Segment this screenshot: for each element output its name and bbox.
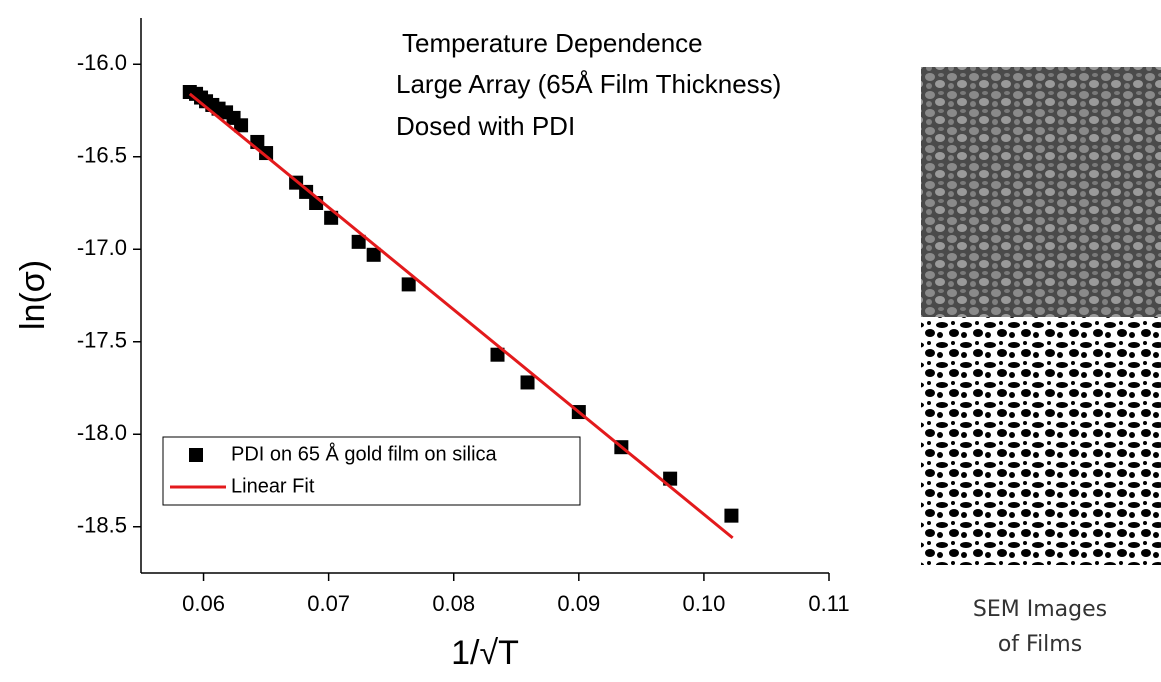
x-tick-label: 0.08: [432, 591, 475, 616]
x-tick-label: 0.10: [682, 591, 725, 616]
chart-title: Temperature Dependence: [402, 28, 703, 58]
data-point: [351, 234, 366, 249]
x-axis-label: 1/√T: [451, 634, 519, 672]
image-caption: SEM Images: [973, 597, 1107, 622]
legend-box: [162, 436, 581, 506]
sem-image-binary: [921, 317, 1161, 565]
y-tick-label: -16.0: [77, 50, 127, 75]
data-point: [490, 347, 505, 362]
data-point: [234, 118, 249, 133]
x-tick-label: 0.11: [808, 591, 849, 616]
image-caption: of Films: [998, 632, 1082, 657]
y-tick-label: -18.0: [77, 420, 127, 445]
data-point: [520, 375, 535, 390]
legend-label: PDI on 65 Å gold film on silica: [231, 442, 498, 465]
data-point: [366, 247, 381, 262]
chart-title: Large Array (65Å Film Thickness): [396, 69, 781, 99]
data-point: [324, 210, 339, 225]
y-tick-label: -18.5: [77, 513, 127, 538]
data-point: [299, 184, 314, 199]
data-point: [724, 508, 739, 523]
fit-line: [188, 92, 734, 540]
x-tick-label: 0.09: [557, 591, 600, 616]
data-point: [259, 146, 274, 161]
legend-swatch: [189, 448, 203, 462]
x-tick-label: 0.06: [182, 591, 225, 616]
chart-title: Dosed with PDI: [396, 111, 575, 141]
y-tick-label: -17.5: [77, 328, 127, 353]
y-tick-label: -16.5: [77, 143, 127, 168]
sem-image-grayscale: [921, 67, 1161, 317]
legend-label: Linear Fit: [231, 475, 315, 497]
y-tick-label: -17.0: [77, 235, 127, 260]
data-point: [401, 277, 416, 292]
x-tick-label: 0.07: [307, 591, 350, 616]
y-axis-label: ln(σ): [14, 260, 52, 330]
